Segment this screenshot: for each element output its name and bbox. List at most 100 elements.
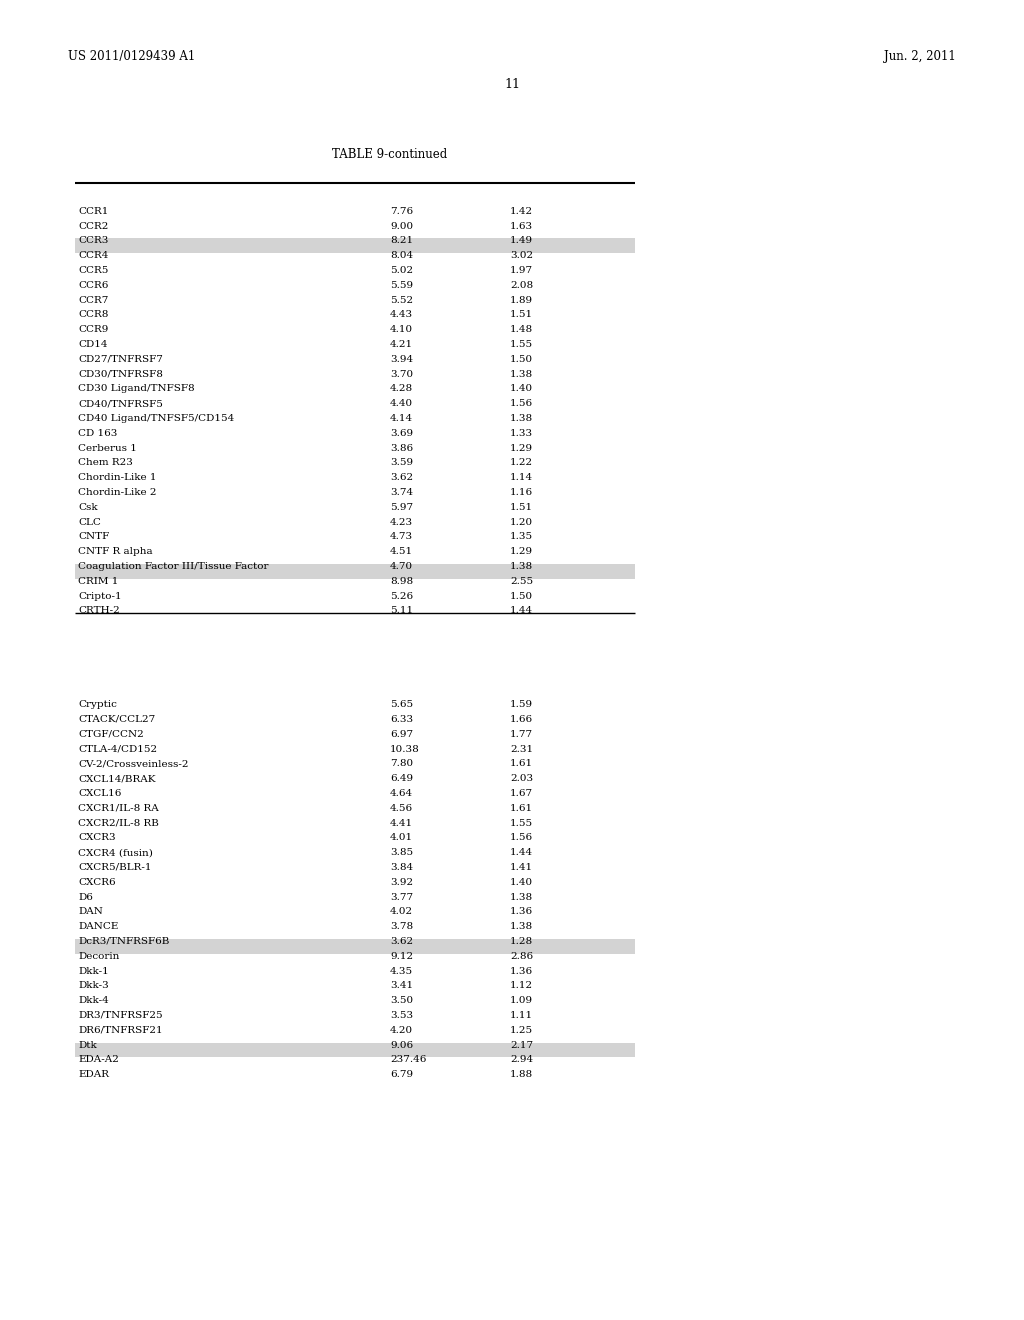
Text: 1.50: 1.50 <box>510 355 534 364</box>
Text: 4.14: 4.14 <box>390 414 413 422</box>
Text: CV-2/Crossveinless-2: CV-2/Crossveinless-2 <box>78 759 188 768</box>
Text: 3.78: 3.78 <box>390 923 413 931</box>
Text: 1.63: 1.63 <box>510 222 534 231</box>
Text: 1.44: 1.44 <box>510 606 534 615</box>
Text: CTGF/CCN2: CTGF/CCN2 <box>78 730 143 739</box>
Text: CCR6: CCR6 <box>78 281 109 290</box>
Text: 8.04: 8.04 <box>390 251 413 260</box>
Text: 5.65: 5.65 <box>390 700 413 709</box>
Text: 6.79: 6.79 <box>390 1071 413 1080</box>
Text: 7.76: 7.76 <box>390 207 413 215</box>
Text: DANCE: DANCE <box>78 923 119 931</box>
Text: 4.73: 4.73 <box>390 532 413 541</box>
Text: 6.97: 6.97 <box>390 730 413 739</box>
Text: 1.41: 1.41 <box>510 863 534 873</box>
Text: 8.21: 8.21 <box>390 236 413 246</box>
Text: 5.11: 5.11 <box>390 606 413 615</box>
Text: 1.56: 1.56 <box>510 399 534 408</box>
Text: 237.46: 237.46 <box>390 1056 426 1064</box>
Text: Cripto-1: Cripto-1 <box>78 591 122 601</box>
Text: Dkk-4: Dkk-4 <box>78 997 109 1006</box>
Text: CLC: CLC <box>78 517 101 527</box>
Bar <box>75 939 635 954</box>
Text: 5.59: 5.59 <box>390 281 413 290</box>
Bar <box>75 239 635 253</box>
Text: 1.88: 1.88 <box>510 1071 534 1080</box>
Text: 1.61: 1.61 <box>510 759 534 768</box>
Text: 1.25: 1.25 <box>510 1026 534 1035</box>
Text: 4.20: 4.20 <box>390 1026 413 1035</box>
Text: 1.22: 1.22 <box>510 458 534 467</box>
Text: Cryptic: Cryptic <box>78 700 117 709</box>
Text: 3.86: 3.86 <box>390 444 413 453</box>
Text: Cerberus 1: Cerberus 1 <box>78 444 137 453</box>
Text: 3.92: 3.92 <box>390 878 413 887</box>
Text: TABLE 9-continued: TABLE 9-continued <box>333 148 447 161</box>
Text: 3.41: 3.41 <box>390 981 413 990</box>
Text: 3.69: 3.69 <box>390 429 413 438</box>
Text: 7.80: 7.80 <box>390 759 413 768</box>
Text: 4.35: 4.35 <box>390 966 413 975</box>
Text: 1.16: 1.16 <box>510 488 534 498</box>
Text: CD14: CD14 <box>78 341 108 348</box>
Text: 1.28: 1.28 <box>510 937 534 946</box>
Text: 2.94: 2.94 <box>510 1056 534 1064</box>
Text: 1.38: 1.38 <box>510 370 534 379</box>
Text: 11: 11 <box>504 78 520 91</box>
Text: DR3/TNFRSF25: DR3/TNFRSF25 <box>78 1011 163 1020</box>
Text: 1.56: 1.56 <box>510 833 534 842</box>
Text: CD30 Ligand/TNFSF8: CD30 Ligand/TNFSF8 <box>78 384 195 393</box>
Text: 1.29: 1.29 <box>510 444 534 453</box>
Text: 4.41: 4.41 <box>390 818 413 828</box>
Text: 4.02: 4.02 <box>390 907 413 916</box>
Text: 8.98: 8.98 <box>390 577 413 586</box>
Text: 3.50: 3.50 <box>390 997 413 1006</box>
Text: CNTF: CNTF <box>78 532 110 541</box>
Text: 1.38: 1.38 <box>510 923 534 931</box>
Text: CD40 Ligand/TNFSF5/CD154: CD40 Ligand/TNFSF5/CD154 <box>78 414 234 422</box>
Text: CD40/TNFRSF5: CD40/TNFRSF5 <box>78 399 163 408</box>
Text: 1.44: 1.44 <box>510 849 534 857</box>
Text: 1.29: 1.29 <box>510 548 534 556</box>
Text: 1.61: 1.61 <box>510 804 534 813</box>
Text: EDAR: EDAR <box>78 1071 109 1080</box>
Text: CD27/TNFRSF7: CD27/TNFRSF7 <box>78 355 163 364</box>
Text: CTLA-4/CD152: CTLA-4/CD152 <box>78 744 157 754</box>
Text: Dkk-3: Dkk-3 <box>78 981 109 990</box>
Text: 1.14: 1.14 <box>510 473 534 482</box>
Text: CCR8: CCR8 <box>78 310 109 319</box>
Text: CXCR6: CXCR6 <box>78 878 116 887</box>
Text: 1.48: 1.48 <box>510 325 534 334</box>
Text: 5.52: 5.52 <box>390 296 413 305</box>
Text: 1.55: 1.55 <box>510 341 534 348</box>
Text: 4.51: 4.51 <box>390 548 413 556</box>
Text: Csk: Csk <box>78 503 97 512</box>
Text: 4.21: 4.21 <box>390 341 413 348</box>
Text: 2.86: 2.86 <box>510 952 534 961</box>
Text: 1.35: 1.35 <box>510 532 534 541</box>
Text: CCR5: CCR5 <box>78 267 109 275</box>
Text: CCR1: CCR1 <box>78 207 109 215</box>
Text: 10.38: 10.38 <box>390 744 420 754</box>
Text: DR6/TNFRSF21: DR6/TNFRSF21 <box>78 1026 163 1035</box>
Text: 1.11: 1.11 <box>510 1011 534 1020</box>
Text: 3.02: 3.02 <box>510 251 534 260</box>
Text: CTACK/CCL27: CTACK/CCL27 <box>78 715 156 723</box>
Text: Coagulation Factor III/Tissue Factor: Coagulation Factor III/Tissue Factor <box>78 562 268 572</box>
Text: 4.43: 4.43 <box>390 310 413 319</box>
Text: 3.74: 3.74 <box>390 488 413 498</box>
Text: 3.62: 3.62 <box>390 937 413 946</box>
Text: CRTH-2: CRTH-2 <box>78 606 120 615</box>
Text: 1.12: 1.12 <box>510 981 534 990</box>
Text: 4.56: 4.56 <box>390 804 413 813</box>
Text: 1.59: 1.59 <box>510 700 534 709</box>
Text: 3.70: 3.70 <box>390 370 413 379</box>
Text: 2.03: 2.03 <box>510 775 534 783</box>
Text: Decorin: Decorin <box>78 952 120 961</box>
Text: 5.02: 5.02 <box>390 267 413 275</box>
Text: 1.40: 1.40 <box>510 384 534 393</box>
Text: 1.38: 1.38 <box>510 892 534 902</box>
Text: CCR9: CCR9 <box>78 325 109 334</box>
Text: 4.64: 4.64 <box>390 789 413 799</box>
Text: 1.50: 1.50 <box>510 591 534 601</box>
